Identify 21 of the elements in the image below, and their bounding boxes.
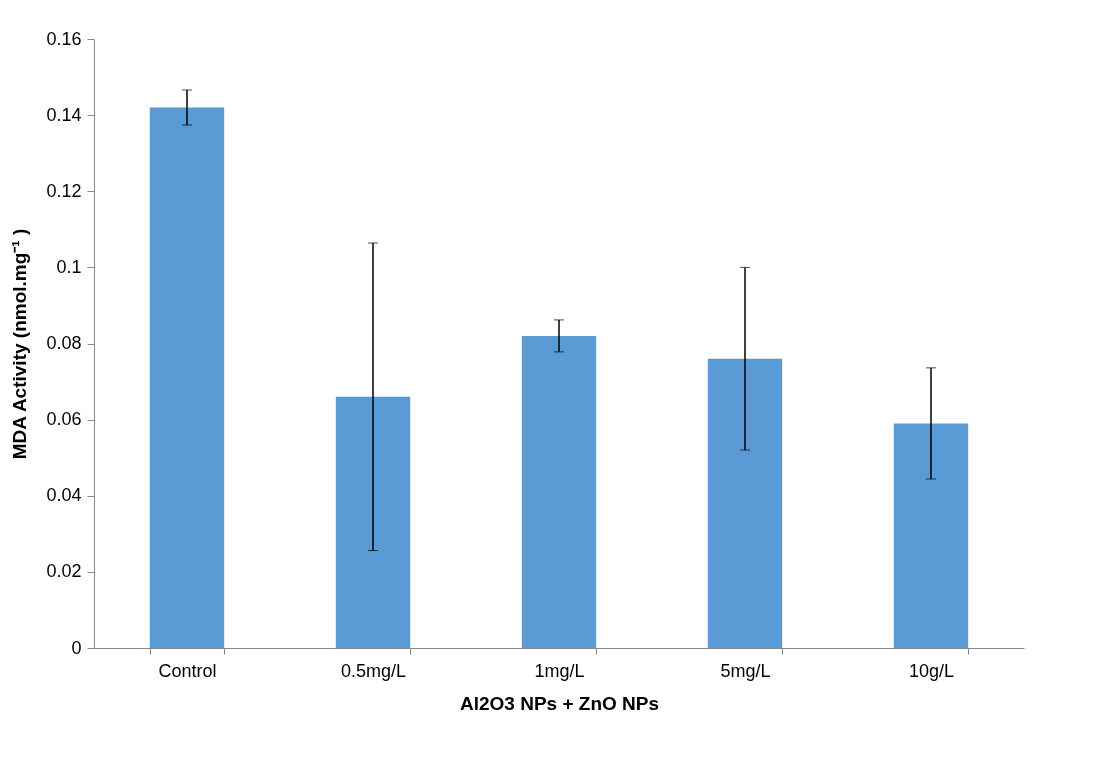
x-tick-label: 5mg/L: [720, 660, 771, 681]
y-tick-label: 0.04: [46, 485, 82, 506]
y-tick-label: 0.16: [46, 28, 82, 49]
x-axis-title: Al2O3 NPs + ZnO NPs: [459, 692, 660, 714]
y-tick-label: 0.06: [46, 409, 82, 430]
y-tick-label: 0: [71, 637, 82, 658]
x-tick-label: 1mg/L: [534, 660, 585, 681]
y-axis-title: MDA Activity (nmol.mg⁻¹ ): [9, 228, 31, 460]
y-tick-label: 0.14: [46, 104, 82, 125]
bar: [707, 358, 783, 648]
y-tick-label: 0.1: [56, 256, 82, 277]
y-tick-label: 0.12: [46, 180, 82, 201]
bar: [149, 107, 225, 648]
x-tick-label: 10g/L: [908, 660, 955, 681]
bar: [335, 396, 411, 648]
y-tick-label: 0.02: [46, 561, 82, 582]
bar: [893, 423, 969, 648]
x-tick-label: 0.5mg/L: [340, 660, 407, 681]
x-tick-label: Control: [158, 660, 217, 681]
bar: [521, 335, 597, 648]
y-tick-label: 0.08: [46, 333, 82, 353]
